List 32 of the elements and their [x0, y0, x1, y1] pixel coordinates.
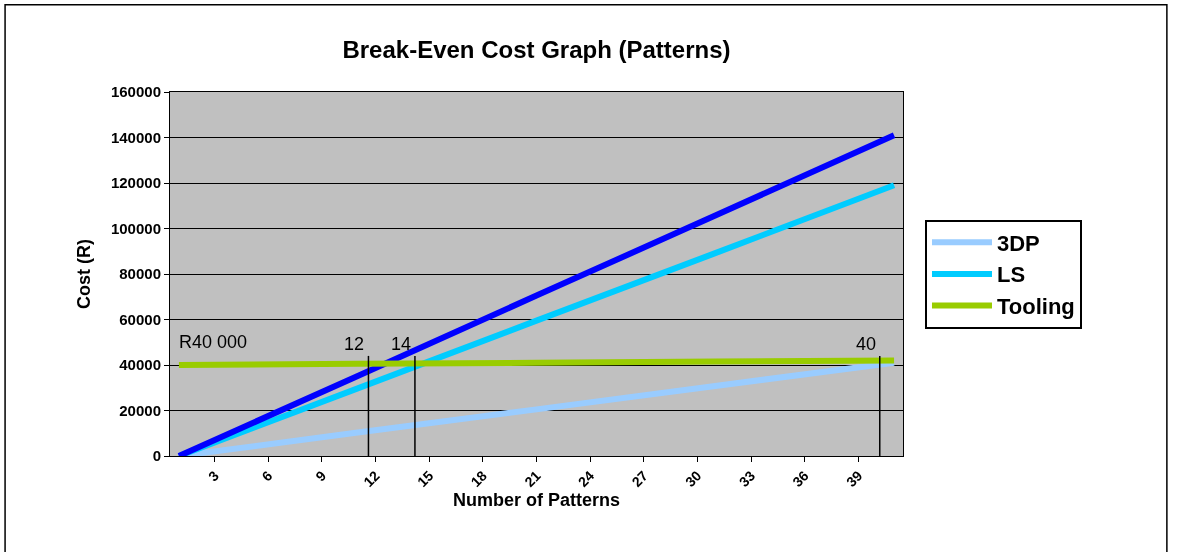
annotation: R40 000 — [179, 332, 248, 352]
x-tick-label: 3 — [204, 467, 222, 485]
y-tick-label: 100000 — [110, 219, 161, 237]
y-tick-label: 0 — [152, 447, 161, 465]
x-axis-title: Number of Patterns — [452, 489, 621, 510]
x-tick-label: 9 — [312, 467, 330, 485]
y-tick-label: 160000 — [110, 83, 161, 101]
legend-label: Tooling — [996, 294, 1075, 320]
x-tick-label: 27 — [628, 467, 651, 490]
x-tick-label: 21 — [521, 467, 544, 490]
x-tick-label: 12 — [360, 467, 383, 490]
legend-label: LS — [996, 262, 1026, 288]
x-tick-label: 6 — [258, 467, 276, 485]
y-axis-title: Cost (R) — [74, 239, 95, 309]
x-tick-label: 36 — [789, 467, 812, 490]
x-tick-label: 15 — [413, 467, 437, 490]
y-tick-label: 40000 — [119, 356, 161, 374]
x-tick-label: 18 — [467, 467, 491, 490]
x-tick-label: 30 — [682, 467, 705, 490]
annotation: 14 — [391, 334, 412, 354]
chart-title: Break-Even Cost Graph (Patterns) — [342, 36, 731, 64]
x-tick-label: 39 — [843, 467, 866, 490]
y-tick-label: 80000 — [119, 265, 161, 283]
annotation: 40 — [856, 334, 877, 354]
y-tick-label: 120000 — [110, 174, 161, 192]
legend-label: 3DP — [996, 230, 1040, 256]
y-tick-label: 140000 — [110, 128, 161, 146]
y-tick-label: 20000 — [119, 401, 161, 419]
x-tick-label: 33 — [735, 467, 759, 490]
x-tick-label: 24 — [574, 467, 598, 490]
annotation: 12 — [344, 334, 365, 354]
y-tick-label: 60000 — [119, 310, 161, 328]
